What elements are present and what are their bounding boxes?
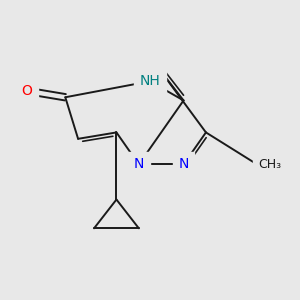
Text: O: O: [22, 84, 32, 98]
Text: NH: NH: [140, 74, 160, 88]
Text: CH₃: CH₃: [259, 158, 282, 171]
Text: N: N: [134, 158, 144, 171]
Text: N: N: [178, 158, 189, 171]
